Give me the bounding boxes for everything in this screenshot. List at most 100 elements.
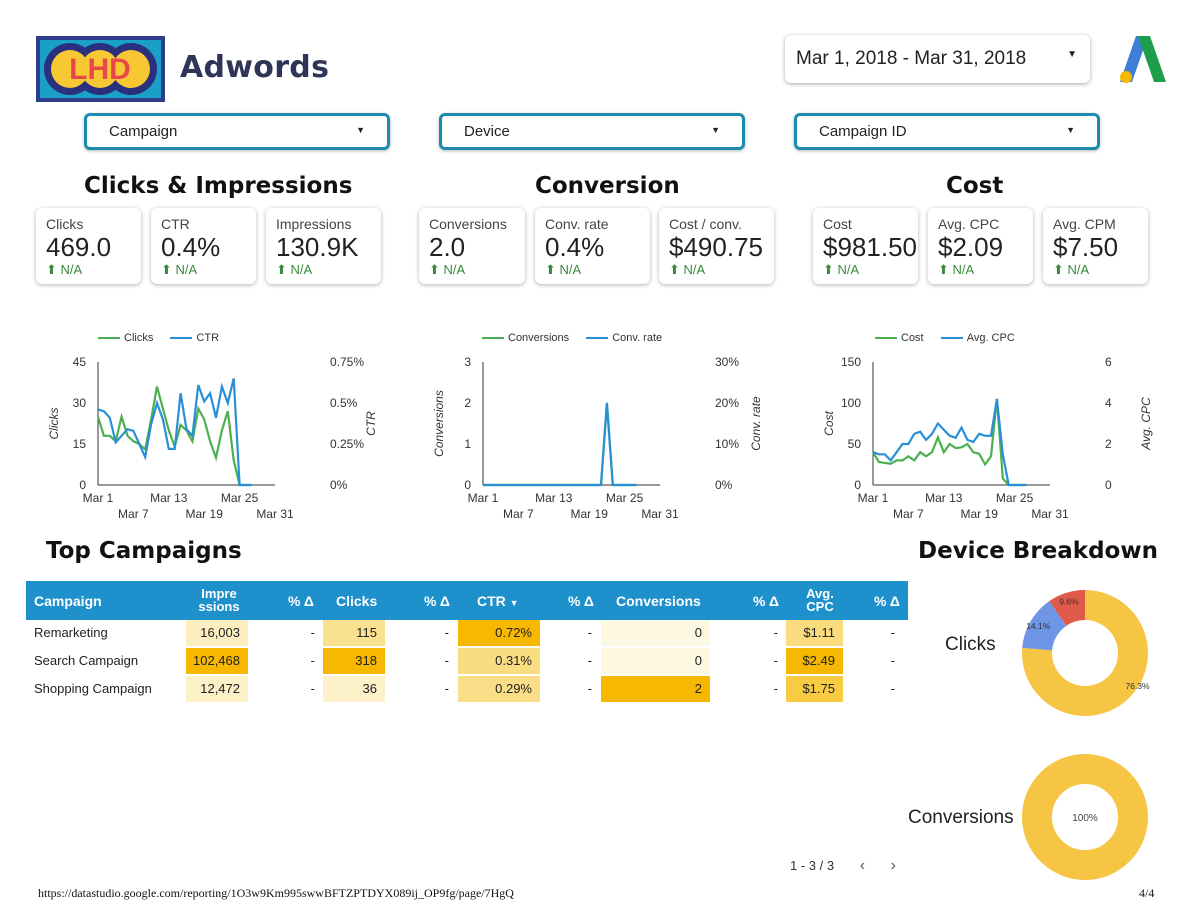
campaign-id-filter[interactable]: Campaign ID ▼ [794, 113, 1100, 150]
scorecard-value: 2.0 [429, 232, 466, 262]
table-cell-imp-delta: - [310, 653, 315, 668]
col-campaign[interactable]: Campaign [34, 593, 102, 609]
legend-item: Conv. rate [612, 332, 663, 344]
scorecard-ctr: CTR 0.4% ⬆ N/A [151, 208, 256, 284]
series-line-conversions [483, 402, 637, 487]
y-tick-label: 150 [841, 355, 861, 369]
table-row[interactable]: Shopping Campaign 12,472-36-0.29% -2- $1.75… [26, 676, 908, 704]
scorecard-label: Impressions [276, 216, 352, 232]
col-delta[interactable]: % Δ [424, 593, 450, 609]
table-cell-ctr-delta: - [587, 625, 592, 640]
col-avg-cpc[interactable]: Avg. CPC [806, 586, 834, 614]
scorecard-value: 469.0 [46, 232, 112, 262]
scorecard-clicks: Clicks 469.0 ⬆ N/A [36, 208, 141, 284]
campaign-filter-label: Campaign [109, 123, 178, 140]
y-tick-label: 0 [464, 478, 471, 492]
y-tick-label: 15 [73, 437, 87, 451]
x-tick-label: Mar 13 [535, 491, 573, 505]
pager-text: 1 - 3 / 3 [790, 858, 835, 873]
y2-tick-label: 0% [330, 478, 348, 492]
table-cell-ctr: 0.72% [458, 620, 540, 646]
series-line-ctr [97, 378, 252, 487]
table-cell-clicks-delta: - [444, 625, 449, 640]
col-ctr[interactable]: CTR ▼ [477, 593, 519, 609]
x-tick-label: Mar 25 [221, 491, 259, 505]
pie-slice [1022, 590, 1148, 716]
clicks-device-donut: 76.3% 14.1% 9.6% [1022, 590, 1150, 716]
scorecard-label: Cost / conv. [669, 216, 742, 232]
table-cell-cpc-delta: - [890, 625, 895, 640]
x-tick-label: Mar 25 [996, 491, 1034, 505]
scorecard-value: $981.50 [823, 232, 917, 262]
y-tick-label: 0 [79, 478, 86, 492]
table-cell-clicks: 36 [323, 676, 385, 702]
col-clicks[interactable]: Clicks [336, 593, 378, 609]
device-conversions-label: Conversions [908, 807, 1014, 828]
scorecard-change: ⬆ N/A [161, 262, 198, 277]
logo-text: LHD [69, 53, 131, 86]
col-impressions[interactable]: Impre ssions [198, 586, 240, 614]
table-row[interactable]: Search Campaign 102,468-318-0.31% -0- $2.49… [26, 648, 908, 676]
arrow-up-icon: ⬆ [46, 262, 61, 277]
y2-tick-label: 4 [1105, 396, 1112, 410]
device-filter[interactable]: Device ▼ [439, 113, 745, 150]
table-row[interactable]: Remarketing 16,003-115-0.72% -0- $1.11- [26, 620, 908, 648]
footer-page-number: 4/4 [1139, 886, 1155, 900]
y2-tick-label: 0.75% [330, 355, 364, 369]
col-delta[interactable]: % Δ [568, 593, 594, 609]
arrow-up-icon: ⬆ [161, 262, 176, 277]
series-line-avg-cpc [872, 398, 1027, 487]
table-cell-imp-delta: - [310, 681, 315, 696]
scorecard-label: Conv. rate [545, 216, 609, 232]
arrow-up-icon: ⬆ [1053, 262, 1068, 277]
scorecard-change: ⬆ N/A [429, 262, 466, 277]
pie-slice [1049, 590, 1085, 626]
y2-tick-label: 0.5% [330, 396, 358, 410]
chevron-left-icon[interactable]: ‹ [859, 857, 866, 874]
scorecard-change: ⬆ N/A [545, 262, 582, 277]
scorecard-conv-rate: Conv. rate 0.4% ⬆ N/A [535, 208, 650, 284]
y2-axis-title: Avg. CPC [1139, 397, 1153, 451]
conversions-chart: 3 2 1 0 30% 20% 10% 0% Conversions Conv. rate Mar … [432, 355, 763, 521]
table-cell-ctr: 0.29% [458, 676, 540, 702]
scorecard-value: $490.75 [669, 232, 763, 262]
chevron-down-icon: ▼ [356, 125, 365, 135]
campaign-filter[interactable]: Campaign ▼ [84, 113, 390, 150]
section-title-clicks: Clicks & Impressions [84, 173, 353, 199]
scorecard-label: Conversions [429, 216, 507, 232]
col-conversions[interactable]: Conversions [616, 593, 701, 609]
y-tick-label: 45 [73, 355, 87, 369]
chevron-right-icon[interactable]: › [890, 857, 896, 874]
scorecard-value: 0.4% [545, 232, 605, 262]
col-delta[interactable]: % Δ [753, 593, 779, 609]
date-range-picker[interactable]: Mar 1, 2018 - Mar 31, 2018 ▼ [785, 35, 1090, 83]
col-delta[interactable]: % Δ [874, 593, 900, 609]
table-cell-conv-delta: - [773, 653, 778, 668]
x-tick-label: Mar 31 [256, 507, 294, 521]
table-cell-ctr: 0.31% [458, 648, 540, 674]
scorecard-conversions: Conversions 2.0 ⬆ N/A [419, 208, 525, 284]
chevron-down-icon: ▼ [711, 125, 720, 135]
y-axis-title: Cost [822, 411, 836, 436]
scorecard-label: Cost [823, 216, 852, 232]
y-tick-label: 3 [464, 355, 471, 369]
col-delta[interactable]: % Δ [288, 593, 314, 609]
arrow-up-icon: ⬆ [429, 262, 444, 277]
table-cell-clicks: 115 [323, 620, 385, 646]
scorecard-avg-cpm: Avg. CPM $7.50 ⬆ N/A [1043, 208, 1148, 284]
x-tick-label: Mar 13 [150, 491, 188, 505]
table-cell-conversions: 2 [601, 676, 710, 702]
y2-tick-label: 10% [715, 437, 739, 451]
y-axis-title: Conversions [432, 390, 446, 457]
scorecard-label: Avg. CPC [938, 216, 1000, 232]
y-tick-label: 0 [854, 478, 861, 492]
scorecard-label: Clicks [46, 216, 84, 232]
page-title: Adwords [180, 50, 330, 85]
x-tick-label: Mar 19 [186, 507, 224, 521]
y-tick-label: 2 [464, 396, 471, 410]
device-breakdown-title: Device Breakdown [918, 538, 1158, 564]
scorecard-value: $7.50 [1053, 232, 1119, 262]
table-header: Campaign Impre ssions % Δ Clicks % Δ CTR… [26, 581, 908, 620]
x-tick-label: Mar 7 [503, 507, 534, 521]
y-tick-label: 1 [464, 437, 471, 451]
